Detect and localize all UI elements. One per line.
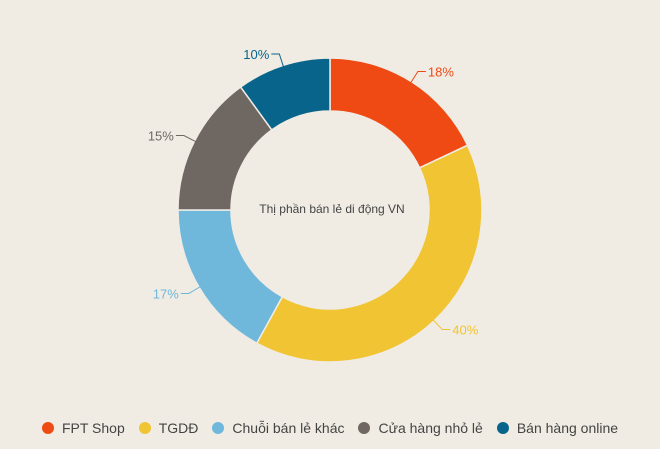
legend-item-fpt-shop[interactable]: FPT Shop bbox=[41, 420, 125, 436]
data-label-tgdd: 40% bbox=[452, 323, 478, 338]
legend-item-cua-hang-nho-le[interactable]: Cửa hàng nhỏ lẻ bbox=[358, 420, 483, 436]
legend-item-tgdd[interactable]: TGDĐ bbox=[138, 420, 199, 436]
leader-line-cua-hang-nho-le bbox=[175, 135, 197, 143]
legend-dot-icon bbox=[212, 422, 225, 434]
slice-tgdd[interactable] bbox=[255, 144, 483, 363]
legend-dot-icon bbox=[138, 422, 151, 434]
legend-item-ban-hang-online[interactable]: Bán hàng online bbox=[496, 420, 619, 436]
leader-line-tgdd bbox=[432, 319, 451, 331]
data-label-cua-hang-nho-le: 15% bbox=[148, 129, 174, 144]
chart-title: Thị phần bán lẻ di động VN bbox=[259, 202, 404, 216]
legend-dot-icon bbox=[496, 422, 509, 434]
legend-dot-icon bbox=[41, 422, 54, 434]
leader-line-fpt-shop bbox=[409, 71, 426, 84]
data-label-chuoi-ban-le-khac: 17% bbox=[153, 286, 179, 301]
leader-line-ban-hang-online bbox=[271, 53, 285, 68]
legend: FPT Shop TGDĐ Chuỗi bán lẻ khác Cửa hàng nh… bbox=[0, 420, 660, 436]
legend-label: FPT Shop bbox=[61, 420, 125, 436]
legend-dot-icon bbox=[358, 422, 371, 434]
legend-label: Bán hàng online bbox=[516, 420, 619, 436]
leader-line-chuoi-ban-le-khac bbox=[180, 285, 202, 294]
legend-label: TGDĐ bbox=[158, 420, 199, 436]
data-label-fpt-shop: 18% bbox=[428, 65, 454, 80]
slice-chuoi-ban-le-khac[interactable] bbox=[177, 209, 284, 345]
data-label-ban-hang-online: 10% bbox=[243, 47, 269, 62]
legend-label: Cửa hàng nhỏ lẻ bbox=[378, 420, 483, 436]
slice-ban-hang-online[interactable] bbox=[239, 57, 331, 131]
legend-label: Chuỗi bán lẻ khác bbox=[232, 420, 345, 436]
legend-item-chuoi-ban-le-khac[interactable]: Chuỗi bán lẻ khác bbox=[212, 420, 344, 436]
